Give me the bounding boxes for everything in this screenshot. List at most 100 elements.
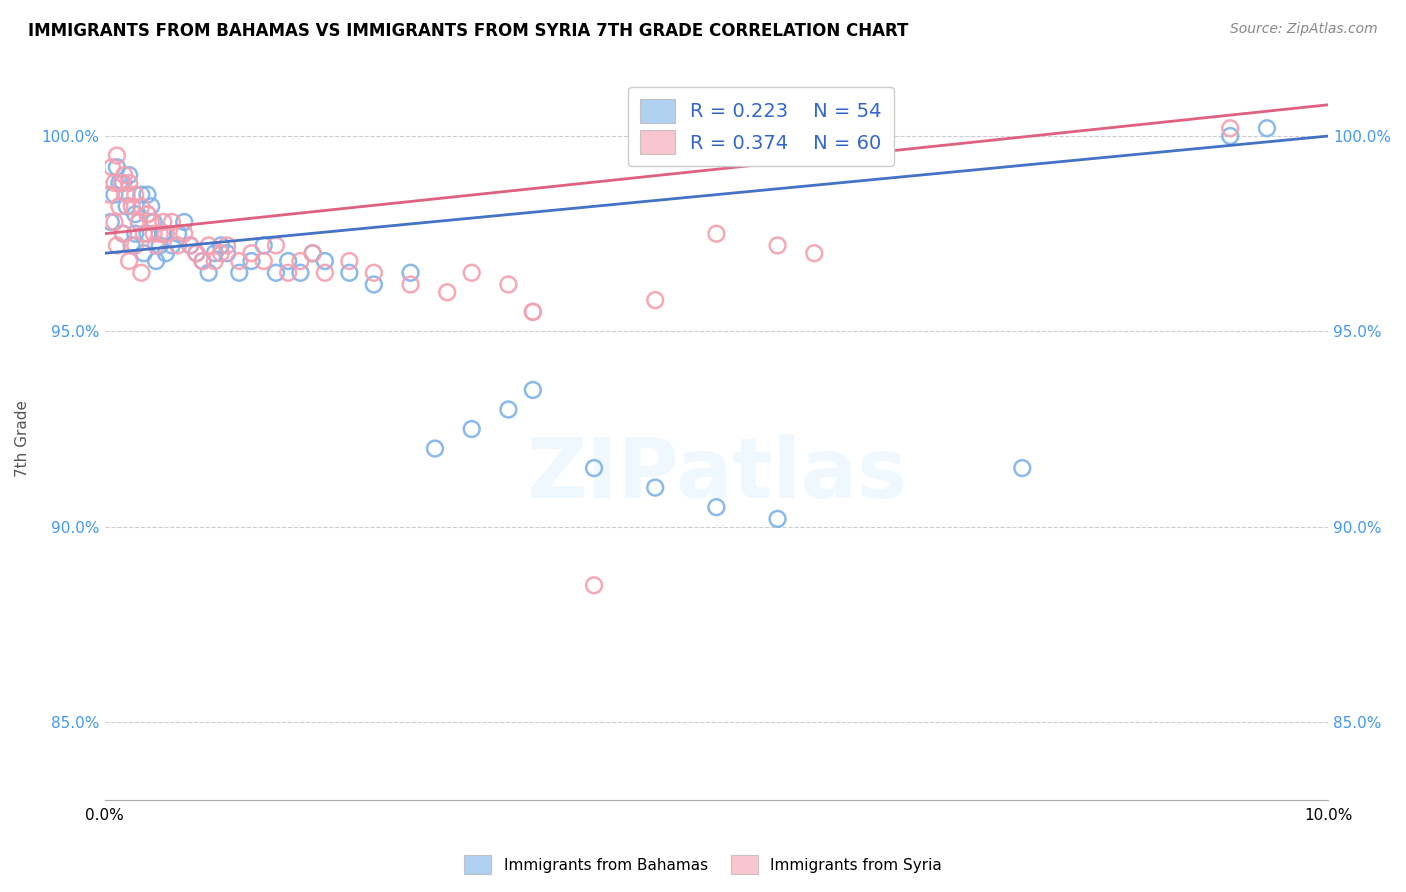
Point xyxy=(121,238,143,252)
Point xyxy=(173,227,195,241)
Point xyxy=(136,207,159,221)
Point xyxy=(337,266,360,280)
Point xyxy=(128,215,150,229)
Point xyxy=(228,254,250,268)
Point xyxy=(145,254,167,268)
Point xyxy=(131,187,153,202)
Text: IMMIGRANTS FROM BAHAMAS VS IMMIGRANTS FROM SYRIA 7TH GRADE CORRELATION CHART: IMMIGRANTS FROM BAHAMAS VS IMMIGRANTS FR… xyxy=(28,22,908,40)
Point xyxy=(191,254,214,268)
Point xyxy=(209,246,232,260)
Point xyxy=(118,176,141,190)
Point xyxy=(766,238,789,252)
Point xyxy=(290,266,312,280)
Point xyxy=(155,246,177,260)
Point xyxy=(128,215,150,229)
Point xyxy=(314,266,336,280)
Point xyxy=(264,238,287,252)
Point xyxy=(108,199,131,213)
Point xyxy=(301,246,323,260)
Point xyxy=(124,187,146,202)
Point xyxy=(149,238,172,252)
Point xyxy=(228,266,250,280)
Point xyxy=(337,254,360,268)
Point xyxy=(111,176,134,190)
Point xyxy=(136,227,159,241)
Point xyxy=(706,227,728,241)
Point xyxy=(522,305,544,319)
Point xyxy=(264,266,287,280)
Point xyxy=(173,215,195,229)
Point xyxy=(706,500,728,515)
Point xyxy=(145,238,167,252)
Point xyxy=(115,187,138,202)
Point xyxy=(460,422,482,436)
Point xyxy=(103,187,125,202)
Point xyxy=(253,238,276,252)
Point xyxy=(101,161,124,175)
Point xyxy=(111,176,134,190)
Point xyxy=(191,254,214,268)
Point xyxy=(399,277,422,292)
Point xyxy=(111,227,134,241)
Point xyxy=(583,461,606,475)
Point xyxy=(112,168,135,182)
Point xyxy=(277,266,299,280)
Point xyxy=(803,246,825,260)
Point xyxy=(142,227,165,241)
Point xyxy=(399,266,422,280)
Point xyxy=(215,238,238,252)
Point xyxy=(141,199,163,213)
Point xyxy=(240,254,263,268)
Point xyxy=(204,246,226,260)
Point xyxy=(766,512,789,526)
Point xyxy=(522,383,544,397)
Point xyxy=(132,227,155,241)
Point xyxy=(98,187,121,202)
Point xyxy=(131,199,153,213)
Point xyxy=(124,207,146,221)
Point xyxy=(111,227,134,241)
Point xyxy=(136,207,159,221)
Point xyxy=(136,187,159,202)
Point xyxy=(209,238,232,252)
Point xyxy=(253,254,276,268)
Point xyxy=(215,246,238,260)
Point xyxy=(1219,129,1241,144)
Point xyxy=(314,254,336,268)
Point xyxy=(160,238,183,252)
Point xyxy=(197,238,219,252)
Point xyxy=(124,238,146,252)
Point xyxy=(103,215,125,229)
Point xyxy=(149,227,172,241)
Point xyxy=(197,266,219,280)
Point xyxy=(583,578,606,592)
Point xyxy=(121,199,143,213)
Point xyxy=(1011,461,1033,475)
Point xyxy=(644,293,666,307)
Point xyxy=(436,285,458,300)
Point xyxy=(204,254,226,268)
Point xyxy=(118,254,141,268)
Point xyxy=(105,161,128,175)
Point xyxy=(131,266,153,280)
Point xyxy=(1219,121,1241,136)
Point xyxy=(167,238,190,252)
Point xyxy=(105,148,128,162)
Point xyxy=(141,215,163,229)
Point xyxy=(240,246,263,260)
Point xyxy=(155,227,177,241)
Point xyxy=(132,246,155,260)
Point xyxy=(152,215,174,229)
Legend: R = 0.223    N = 54, R = 0.374    N = 60: R = 0.223 N = 54, R = 0.374 N = 60 xyxy=(628,87,894,166)
Point xyxy=(108,176,131,190)
Y-axis label: 7th Grade: 7th Grade xyxy=(15,401,30,477)
Point xyxy=(186,246,208,260)
Point xyxy=(160,215,183,229)
Point xyxy=(142,215,165,229)
Point xyxy=(460,266,482,280)
Point xyxy=(498,277,520,292)
Point xyxy=(363,277,385,292)
Point xyxy=(105,238,128,252)
Point xyxy=(301,246,323,260)
Point xyxy=(118,168,141,182)
